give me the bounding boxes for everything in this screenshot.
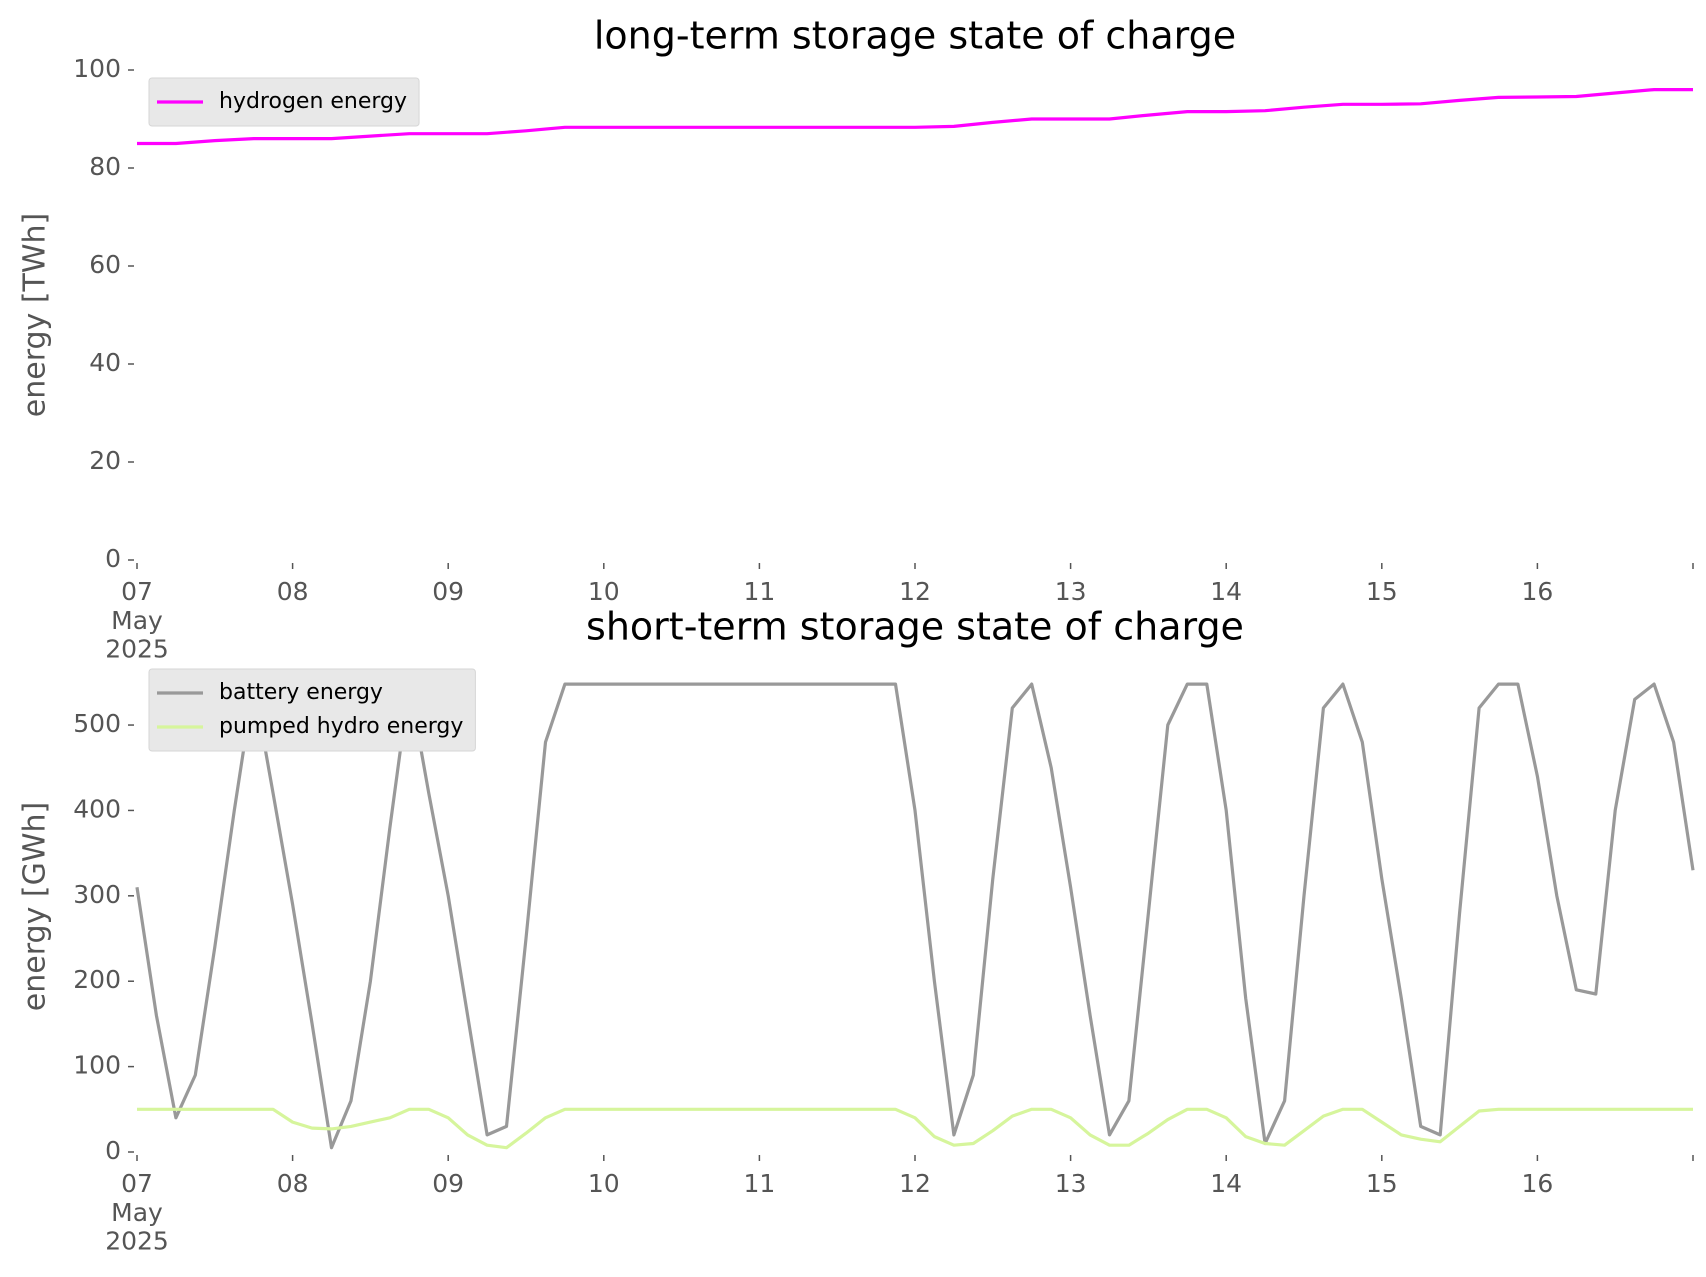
x-tick-label: 09	[432, 1169, 464, 1198]
legend: hydrogen energy	[148, 77, 420, 127]
y-axis-label: energy [TWh]	[18, 213, 53, 417]
legend-label: battery energy	[219, 680, 383, 705]
x-tick-label: 08	[277, 577, 309, 606]
x-tick-label: 12	[899, 577, 931, 606]
x-tick-label: 11	[743, 577, 775, 606]
series-line	[137, 88, 1693, 146]
x-tick-label: 11	[743, 1169, 775, 1198]
legend-box	[148, 77, 420, 127]
x-tick-label: 10	[588, 1169, 620, 1198]
y-tick-label: 100	[73, 1051, 121, 1080]
y-tick-label: 40	[89, 348, 121, 377]
x-tick-label: 07 May 2025	[105, 1169, 169, 1256]
series-line	[137, 1107, 1693, 1150]
y-tick-label: 100	[73, 54, 121, 83]
chart-title: short-term storage state of charge	[586, 605, 1244, 649]
y-tick-label: 80	[89, 152, 121, 181]
x-tick-label: 09	[432, 577, 464, 606]
x-tick-label: 07 May 2025	[105, 577, 169, 664]
x-tick-label: 08	[277, 1169, 309, 1198]
x-tick-label: 14	[1210, 1169, 1242, 1198]
chart-title: long-term storage state of charge	[594, 14, 1236, 58]
x-tick-label: 16	[1521, 1169, 1553, 1198]
x-tick-label: 13	[1055, 577, 1087, 606]
y-tick-label: 300	[73, 880, 121, 909]
x-tick-label: 10	[588, 577, 620, 606]
y-tick-label: 0	[105, 544, 121, 573]
x-tick-label: 13	[1055, 1169, 1087, 1198]
y-tick-label: 400	[73, 794, 121, 823]
x-tick-label: 15	[1366, 1169, 1398, 1198]
legend-label: hydrogen energy	[219, 89, 407, 114]
x-tick-label: 16	[1521, 577, 1553, 606]
y-tick-label: 0	[105, 1136, 121, 1165]
y-tick-label: 500	[73, 709, 121, 738]
y-tick-label: 60	[89, 250, 121, 279]
y-axis-label: energy [GWh]	[18, 802, 53, 1011]
legend-label: pumped hydro energy	[219, 714, 463, 739]
series-line	[135, 682, 1695, 1150]
x-tick-label: 14	[1210, 577, 1242, 606]
x-tick-label: 12	[899, 1169, 931, 1198]
y-tick-label: 20	[89, 446, 121, 475]
legend: battery energy pumped hydro energy	[148, 668, 476, 752]
x-tick-label: 15	[1366, 577, 1398, 606]
y-tick-label: 200	[73, 965, 121, 994]
legend-box	[148, 668, 476, 752]
